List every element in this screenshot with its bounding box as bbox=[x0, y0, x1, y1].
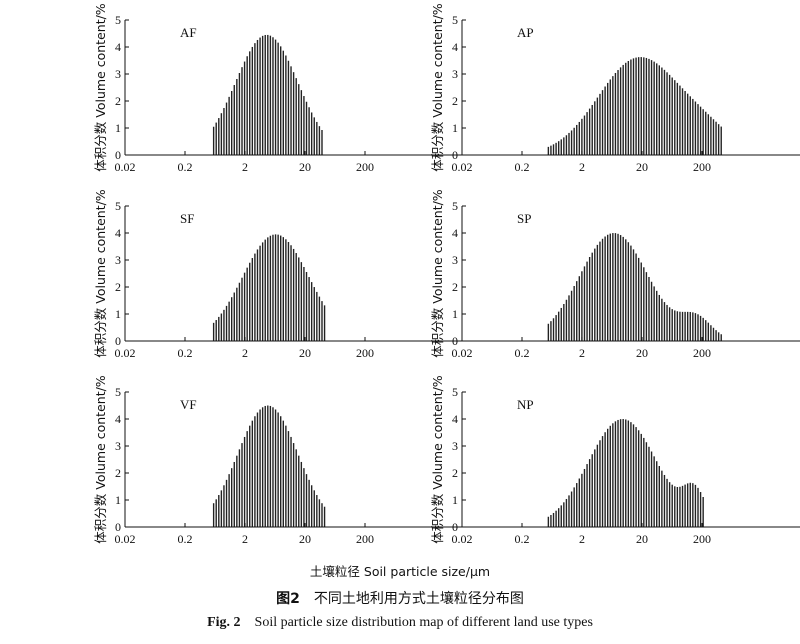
y-tick-label-sf-0: 0 bbox=[115, 334, 121, 348]
y-axis-label-np: 体积分数 Volume content/% bbox=[430, 375, 445, 544]
panel-title-af: AF bbox=[180, 25, 197, 40]
y-tick-label-vf-3: 3 bbox=[115, 439, 121, 453]
x-tick-label-sf-3: 20 bbox=[299, 346, 311, 360]
y-axis-label-ap: 体积分数 Volume content/% bbox=[430, 3, 445, 172]
panel-title-sp: SP bbox=[517, 211, 531, 226]
y-tick-label-np-5: 5 bbox=[452, 385, 458, 399]
caption-chinese-number: 图2 bbox=[276, 591, 300, 607]
x-tick-label-vf-0: 0.02 bbox=[115, 532, 136, 546]
x-tick-label-sf-2: 2 bbox=[242, 346, 248, 360]
y-tick-label-sp-1: 1 bbox=[452, 307, 458, 321]
y-tick-label-vf-1: 1 bbox=[115, 493, 121, 507]
x-tick-label-ap-1: 0.2 bbox=[515, 160, 530, 174]
x-tick-label-af-2: 2 bbox=[242, 160, 248, 174]
x-tick-label-np-0: 0.02 bbox=[452, 532, 473, 546]
x-tick-label-vf-2: 2 bbox=[242, 532, 248, 546]
figure-caption: 图2 不同土地利用方式土壤粒径分布图 Fig. 2 Soil particle si… bbox=[0, 588, 800, 631]
panel-title-vf: VF bbox=[180, 397, 197, 412]
y-tick-label-ap-2: 2 bbox=[452, 94, 458, 108]
caption-english-text: Soil particle size distribution map of d… bbox=[254, 615, 593, 630]
y-tick-label-af-5: 5 bbox=[115, 13, 121, 27]
y-tick-label-ap-4: 4 bbox=[452, 40, 458, 54]
y-tick-label-sf-5: 5 bbox=[115, 199, 121, 213]
y-axis-label-af: 体积分数 Volume content/% bbox=[93, 3, 108, 172]
y-tick-label-af-3: 3 bbox=[115, 67, 121, 81]
y-tick-label-ap-1: 1 bbox=[452, 121, 458, 135]
panel-title-sf: SF bbox=[180, 211, 194, 226]
y-tick-label-vf-5: 5 bbox=[115, 385, 121, 399]
x-tick-label-ap-4: 200 bbox=[693, 160, 711, 174]
y-axis-label-sf: 体积分数 Volume content/% bbox=[93, 189, 108, 358]
y-tick-label-sf-4: 4 bbox=[115, 226, 121, 240]
y-tick-label-sp-2: 2 bbox=[452, 280, 458, 294]
y-tick-label-sp-0: 0 bbox=[452, 334, 458, 348]
y-tick-label-af-4: 4 bbox=[115, 40, 121, 54]
x-tick-label-af-4: 200 bbox=[356, 160, 374, 174]
y-tick-label-sf-3: 3 bbox=[115, 253, 121, 267]
x-tick-label-af-3: 20 bbox=[299, 160, 311, 174]
panel-title-np: NP bbox=[517, 397, 534, 412]
x-tick-label-vf-1: 0.2 bbox=[178, 532, 193, 546]
x-tick-label-af-0: 0.02 bbox=[115, 160, 136, 174]
y-tick-label-af-2: 2 bbox=[115, 94, 121, 108]
x-tick-label-sp-0: 0.02 bbox=[452, 346, 473, 360]
x-tick-label-sp-2: 2 bbox=[579, 346, 585, 360]
x-tick-label-ap-3: 20 bbox=[636, 160, 648, 174]
x-tick-label-ap-0: 0.02 bbox=[452, 160, 473, 174]
y-tick-label-sp-3: 3 bbox=[452, 253, 458, 267]
y-tick-label-np-3: 3 bbox=[452, 439, 458, 453]
y-tick-label-sp-4: 4 bbox=[452, 226, 458, 240]
y-tick-label-sp-5: 5 bbox=[452, 199, 458, 213]
y-tick-label-np-2: 2 bbox=[452, 466, 458, 480]
caption-english-number: Fig. 2 bbox=[207, 615, 241, 630]
x-tick-label-sp-3: 20 bbox=[636, 346, 648, 360]
y-tick-label-np-0: 0 bbox=[452, 520, 458, 534]
y-tick-label-np-4: 4 bbox=[452, 412, 458, 426]
caption-chinese-text: 不同土地利用方式土壤粒径分布图 bbox=[313, 591, 524, 607]
x-tick-label-np-3: 20 bbox=[636, 532, 648, 546]
x-tick-label-ap-2: 2 bbox=[579, 160, 585, 174]
x-tick-label-np-2: 2 bbox=[579, 532, 585, 546]
x-tick-label-sf-4: 200 bbox=[356, 346, 374, 360]
caption-chinese: 图2 不同土地利用方式土壤粒径分布图 bbox=[0, 588, 800, 608]
y-axis-label-vf: 体积分数 Volume content/% bbox=[93, 375, 108, 544]
x-tick-label-vf-4: 200 bbox=[356, 532, 374, 546]
y-tick-label-vf-2: 2 bbox=[115, 466, 121, 480]
x-tick-label-sp-1: 0.2 bbox=[515, 346, 530, 360]
y-axis-label-sp: 体积分数 Volume content/% bbox=[430, 189, 445, 358]
y-tick-label-sf-2: 2 bbox=[115, 280, 121, 294]
x-tick-label-np-4: 200 bbox=[693, 532, 711, 546]
caption-english: Fig. 2 Soil particle size distribution ma… bbox=[0, 615, 800, 631]
x-tick-label-sf-1: 0.2 bbox=[178, 346, 193, 360]
y-tick-label-ap-0: 0 bbox=[452, 148, 458, 162]
y-tick-label-ap-3: 3 bbox=[452, 67, 458, 81]
x-tick-label-vf-3: 20 bbox=[299, 532, 311, 546]
panel-ap: 0 1 2 3 4 5 0.02 0.2 2 20 200 AP 体积分数 Volume content… bbox=[430, 3, 800, 174]
y-tick-label-vf-4: 4 bbox=[115, 412, 121, 426]
panel-title-ap: AP bbox=[517, 25, 534, 40]
panel-np: 0 1 2 3 4 5 0.02 0.2 2 20 200 NP 体积分数 Volume content… bbox=[430, 375, 800, 546]
y-tick-label-vf-0: 0 bbox=[115, 520, 121, 534]
x-tick-label-af-1: 0.2 bbox=[178, 160, 193, 174]
y-tick-label-af-0: 0 bbox=[115, 148, 121, 162]
y-tick-label-sf-1: 1 bbox=[115, 307, 121, 321]
y-tick-label-af-1: 1 bbox=[115, 121, 121, 135]
y-tick-label-ap-5: 5 bbox=[452, 13, 458, 27]
x-tick-label-sf-0: 0.02 bbox=[115, 346, 136, 360]
y-tick-label-np-1: 1 bbox=[452, 493, 458, 507]
panel-sp: 0 1 2 3 4 5 0.02 0.2 2 20 200 SP 体积分数 Volume content… bbox=[430, 189, 800, 360]
x-tick-label-np-1: 0.2 bbox=[515, 532, 530, 546]
x-tick-label-sp-4: 200 bbox=[693, 346, 711, 360]
x-axis-label: 土壤粒径 Soil particle size/μm bbox=[310, 564, 490, 579]
